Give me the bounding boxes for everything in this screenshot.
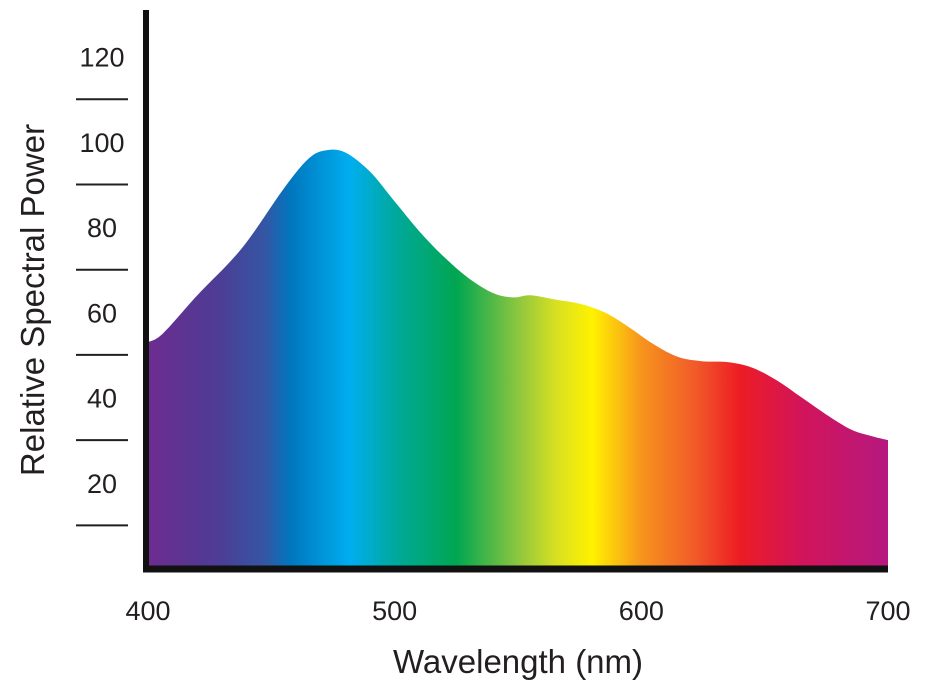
y-tick-label: 60 — [87, 298, 117, 328]
y-axis-title: Relative Spectral Power — [14, 124, 51, 476]
y-tick-label: 80 — [87, 213, 117, 243]
x-tick-label: 400 — [125, 596, 170, 626]
y-tick-labels: 20 40 60 80 100 120 — [79, 43, 124, 499]
x-tick-label: 600 — [619, 596, 664, 626]
x-tick-label: 500 — [372, 596, 417, 626]
y-tick-label: 20 — [87, 469, 117, 499]
y-tick-label: 120 — [79, 43, 124, 73]
x-tick-labels: 400 500 600 700 — [125, 596, 910, 626]
y-minor-ticks — [76, 98, 128, 527]
spectral-power-area — [148, 149, 888, 568]
y-tick-label: 40 — [87, 384, 117, 414]
x-tick-label: 700 — [865, 596, 910, 626]
x-axis-title: Wavelength (nm) — [393, 643, 643, 680]
y-tick-label: 100 — [79, 128, 124, 158]
